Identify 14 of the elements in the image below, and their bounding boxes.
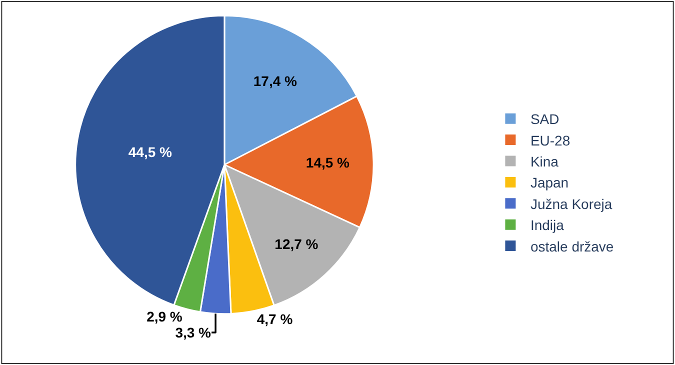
data-label: 2,9 % (146, 308, 183, 325)
data-label: 12,7 % (274, 236, 319, 252)
data-label: 4,7 % (256, 310, 294, 327)
legend-label: SAD (530, 111, 560, 128)
legend-label: EU-28 (530, 132, 570, 148)
legend-label: Japan (530, 174, 569, 191)
data-label: 17,4 % (253, 72, 298, 89)
data-label: 44,5 % (128, 144, 173, 160)
legend-label: Indija (530, 217, 564, 234)
data-label: 3,3 % (175, 324, 212, 341)
legend-label: Južna Koreja (530, 196, 612, 212)
legend-label: ostale države (530, 238, 614, 254)
data-label: 14,5 % (306, 154, 350, 170)
legend-label: Kina (530, 153, 559, 170)
